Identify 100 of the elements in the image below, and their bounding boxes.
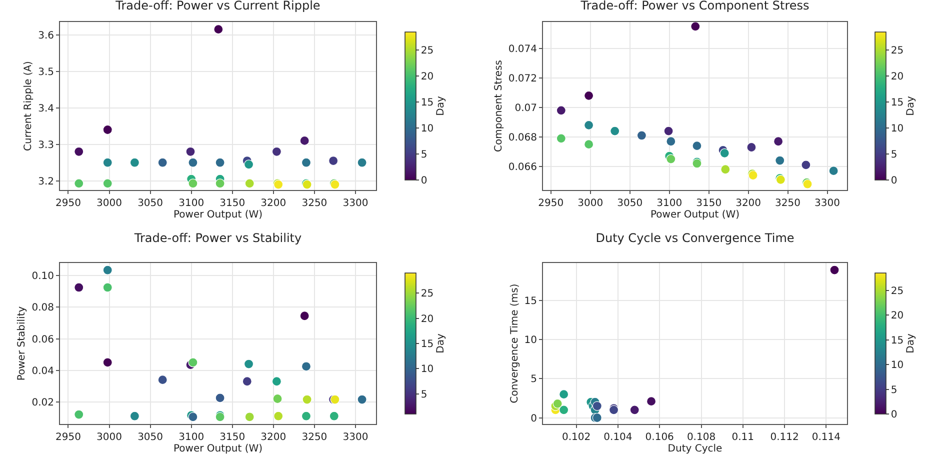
point [559,405,569,415]
x-tick-label: 2950 [538,198,564,209]
y-tick-label: 0.04 [32,366,54,377]
point [664,126,674,136]
color-bar-label: 10 [890,360,904,372]
point [102,282,112,292]
point [272,146,282,156]
point [244,412,254,422]
y-tick-label: 0.10 [32,271,54,282]
point [552,398,562,408]
point [244,359,254,369]
color-bar-label: 20 [420,314,434,325]
color-bar-label: 20 [890,72,904,83]
point [300,136,310,146]
x-tick-label: 3250 [775,198,801,209]
x-tick-label: 3100 [178,198,204,209]
point [102,358,112,368]
point [584,90,594,100]
y-tick-label: 10 [524,335,537,346]
y-tick-label: 5 [530,374,537,386]
point [556,106,566,116]
x-axis-title: Power Output (W) [173,210,263,220]
point [646,396,656,406]
x-tick-label: 0.112 [770,432,799,443]
y-tick-label: 15 [524,296,537,308]
x-tick-label: 0.104 [604,432,632,443]
point [186,146,196,156]
point [158,158,168,168]
point [774,136,784,146]
point [158,375,168,385]
point [746,142,756,152]
point [188,178,198,188]
color-bar-label: 10 [420,124,434,135]
point [102,178,112,188]
x-tick-label: 3050 [138,432,164,443]
x-tick-label: 3300 [342,432,368,443]
x-tick-label: 3250 [302,198,328,209]
point [244,160,254,170]
chart-title: Trade-off: Power vs Component Stress [580,0,810,13]
point [692,140,702,151]
x-tick-label: 0.106 [645,432,674,443]
x-tick-label: 0.108 [686,432,716,443]
y-tick-label: 3.6 [38,30,54,42]
y-axis-title: Power Stability [16,306,28,381]
point [775,156,785,166]
color-bar-label: 15 [890,98,904,109]
x-tick-label: 3300 [342,198,368,209]
color-bar-label: 10 [420,364,434,376]
x-tick-label: 3200 [260,198,286,209]
y-tick-label: 3.5 [38,66,54,78]
point [102,265,112,275]
point [274,411,284,421]
x-tick-label: 2950 [55,198,81,209]
x-tick-label: 3200 [260,432,286,443]
color-bar-label: 25 [890,286,904,297]
chart-title: Trade-off: Power vs Current Ripple [114,0,320,13]
color-bar-label: 25 [890,46,904,57]
point [215,178,225,188]
point [301,158,312,168]
y-tick-label: 0.08 [32,302,54,314]
point [74,410,84,420]
point [357,394,367,404]
x-tick-label: 0.102 [562,432,591,443]
point [830,265,840,275]
point [720,148,730,158]
x-tick-label: 3000 [96,432,122,443]
point [592,401,602,411]
x-tick-label: 3150 [696,198,722,209]
point [666,154,676,164]
color-bar-label: 10 [890,124,904,135]
point [102,124,112,135]
y-tick-label: 0.068 [508,132,537,144]
color-bar-label: 20 [890,310,904,322]
y-tick-label: 0.02 [32,397,54,408]
color-bar-label: 25 [420,288,434,300]
x-axis-title: Power Output (W) [173,444,263,454]
color-bar-title: Day [906,96,917,116]
color-bar-label: 20 [420,72,434,83]
point [329,411,339,421]
color-bar-label: 15 [890,335,904,346]
point [74,178,84,188]
y-tick-label: 0.06 [32,334,54,346]
color-bar-label: 5 [420,150,428,161]
y-tick-label: 3.4 [38,103,54,114]
y-axis-title: Convergence Time (ms) [509,284,520,404]
point [74,282,84,292]
chart-title: Duty Cycle vs Convergence Time [596,230,794,245]
chart-title: Trade-off: Power vs Stability [133,230,302,245]
color-bar-title: Day [436,96,447,116]
point [272,394,282,404]
y-tick-label: 0.07 [514,102,537,114]
point [188,358,198,368]
color-bar-label: 0 [890,176,898,186]
x-tick-label: 3100 [178,432,204,443]
y-axis-title: Component Stress [493,60,504,152]
point [828,166,838,176]
x-tick-label: 3050 [138,198,164,209]
x-axis-title: Power Output (W) [650,210,740,220]
x-tick-label: 3050 [617,198,643,209]
point [244,178,254,188]
